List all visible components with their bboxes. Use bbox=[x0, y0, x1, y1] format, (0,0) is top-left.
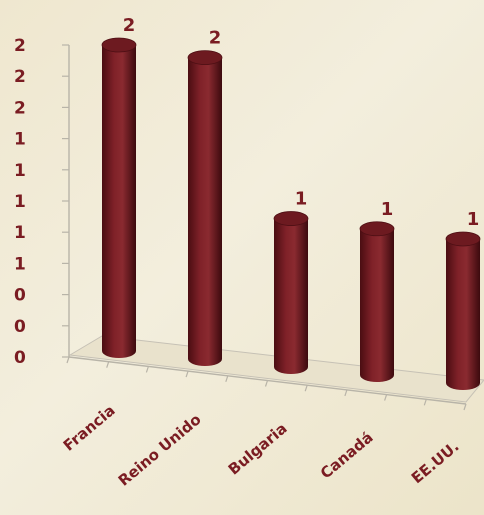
bar bbox=[359, 221, 395, 382]
y-tick-label: 1 bbox=[14, 254, 26, 274]
x-tick-mark bbox=[225, 375, 229, 382]
x-tick-mark bbox=[66, 356, 70, 364]
y-tick-label: 0 bbox=[14, 286, 26, 306]
bar-body bbox=[360, 228, 394, 382]
data-label: 1 bbox=[295, 189, 308, 210]
y-tick-label: 1 bbox=[14, 161, 26, 181]
bar-body bbox=[102, 45, 136, 358]
x-tick-mark bbox=[106, 361, 110, 368]
y-tick-label: 2 bbox=[14, 98, 26, 118]
x-tick-mark bbox=[384, 394, 388, 401]
data-labels: 2 2 1 1 1 bbox=[123, 15, 480, 230]
x-tick-mark bbox=[264, 380, 269, 387]
data-label: 1 bbox=[467, 209, 480, 230]
bar-body bbox=[274, 218, 308, 374]
bars bbox=[101, 37, 481, 390]
bar-body bbox=[188, 57, 222, 367]
y-tick-label: 2 bbox=[14, 36, 26, 56]
bar bbox=[101, 37, 137, 358]
y-tick-label: 2 bbox=[14, 67, 26, 87]
y-tick-label: 1 bbox=[14, 192, 26, 212]
y-axis-ticks: 0 0 0 1 1 1 1 1 2 2 2 bbox=[14, 36, 69, 368]
x-tick-mark bbox=[463, 403, 467, 411]
x-tick-mark bbox=[185, 370, 189, 378]
y-tick-label: 0 bbox=[14, 348, 26, 368]
data-label: 2 bbox=[209, 28, 222, 49]
x-category-label: Francia bbox=[60, 401, 119, 454]
bar-top-cap bbox=[187, 50, 223, 65]
y-tick-label: 0 bbox=[14, 317, 26, 337]
bar-top-cap bbox=[445, 231, 481, 247]
x-category-label: EE.UU. bbox=[408, 437, 463, 487]
x-tick-mark bbox=[304, 385, 308, 392]
x-category-label: Bulgaria bbox=[225, 419, 291, 478]
data-label: 1 bbox=[381, 199, 394, 220]
data-label: 2 bbox=[123, 15, 136, 36]
x-tick-mark bbox=[145, 366, 149, 373]
bar bbox=[273, 211, 309, 374]
bar-top-cap bbox=[359, 221, 395, 237]
bar-top-cap bbox=[101, 37, 137, 53]
x-tick-mark bbox=[423, 399, 427, 406]
bar-body bbox=[446, 238, 480, 390]
x-category-label: Canadá bbox=[317, 428, 377, 482]
bar bbox=[187, 50, 223, 367]
bar-top-cap bbox=[273, 211, 309, 226]
y-tick-label: 1 bbox=[14, 130, 26, 150]
y-tick-label: 1 bbox=[14, 223, 26, 243]
x-category-label: Reino Unido bbox=[115, 410, 205, 489]
x-tick-mark bbox=[344, 389, 348, 397]
bar bbox=[445, 231, 481, 390]
